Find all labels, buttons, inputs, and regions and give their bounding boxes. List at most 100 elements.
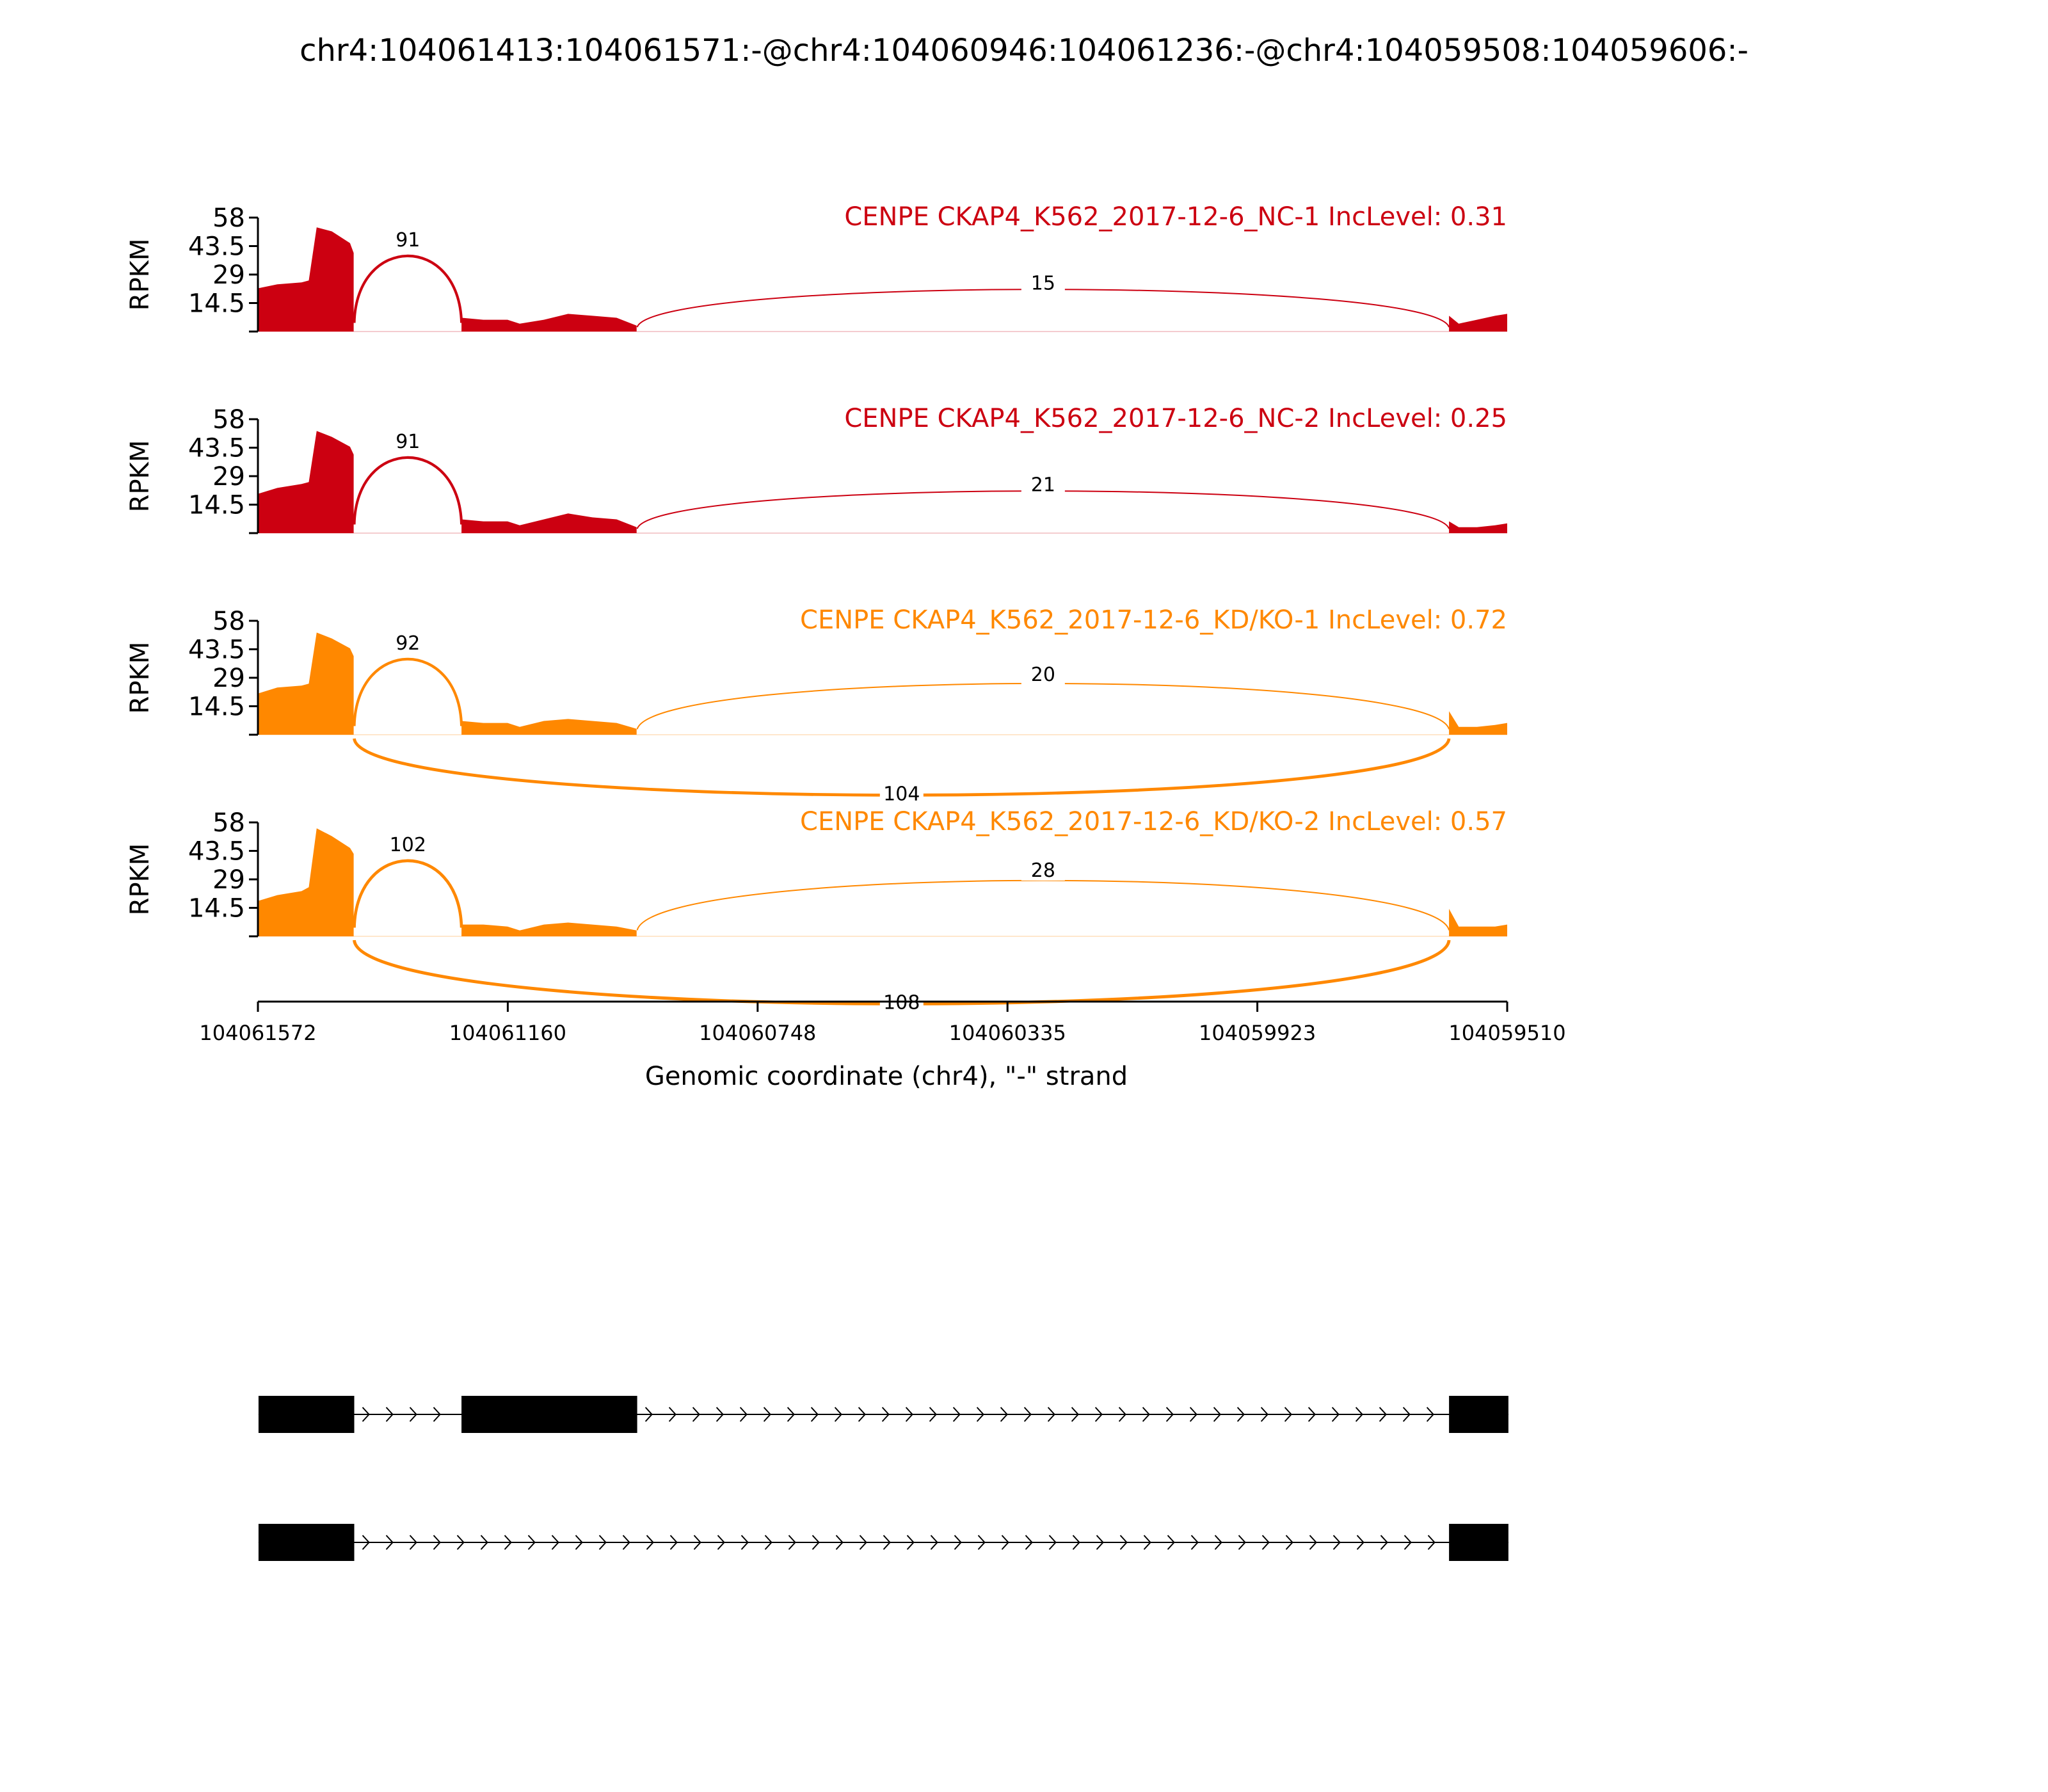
exon-block [461,1396,637,1433]
strand-chevron [668,1407,676,1422]
y-tick-label: 14.5 [188,894,245,924]
strand-chevron [881,1407,890,1422]
x-tick-label: 104059923 [1199,1021,1316,1045]
coverage-block-2 [461,314,637,332]
y-tick-label: 58 [212,808,245,838]
strand-chevron [1355,1407,1363,1422]
x-axis-label: Genomic coordinate (chr4), "-" strand [645,1062,1128,1091]
strand-chevron [646,1535,654,1550]
strand-chevron [1165,1407,1174,1422]
junction-arc [353,255,463,323]
strand-chevron [1402,1407,1411,1422]
strand-chevron [1025,1535,1033,1550]
strand-chevron [527,1535,536,1550]
coverage-block-1 [258,632,354,735]
x-tick-label: 104061572 [199,1021,316,1045]
junction-label-bg [879,781,924,804]
strand-chevron [1308,1407,1316,1422]
strand-chevron [1261,1535,1270,1550]
strand-chevron [716,1407,724,1422]
junction-arc [353,456,463,525]
exon-block [1449,1524,1508,1561]
coverage-block-1 [258,828,354,936]
junction-label-bg [386,227,430,250]
junction-label-bg [1021,662,1065,685]
strand-chevron [764,1535,772,1550]
strand-chevron [1236,1407,1245,1422]
strand-chevron [693,1535,701,1550]
x-tick-label: 104061160 [449,1021,566,1045]
sample-label: CENPE CKAP4_K562_2017-12-6_NC-2 IncLevel… [844,404,1507,433]
y-axis-label: RPKM [125,440,155,513]
junction-arc [636,682,1450,730]
coverage-block-3 [1449,909,1507,936]
strand-chevron [1404,1535,1412,1550]
strand-chevron [717,1535,725,1550]
strand-chevron [1214,1535,1222,1550]
junction-arc [353,859,463,928]
strand-chevron [504,1535,512,1550]
junction-arc [636,490,1450,529]
strand-chevron [551,1535,559,1550]
coverage-block-2 [461,513,637,533]
strand-chevron [1284,1407,1292,1422]
strand-chevron [1071,1407,1079,1422]
strand-chevron [930,1535,938,1550]
strand-chevron [644,1407,653,1422]
exon-block [1449,1396,1508,1433]
strand-chevron [858,1407,866,1422]
y-axis-label: RPKM [125,642,155,714]
strand-chevron [409,1535,417,1550]
strand-chevron [834,1407,842,1422]
strand-chevron [1213,1407,1221,1422]
junction-count-label: 21 [1031,474,1055,496]
strand-chevron [1001,1535,1009,1550]
x-tick-label: 104060748 [699,1021,816,1045]
junction-arc [636,879,1450,931]
strand-chevron [1356,1535,1364,1550]
strand-chevron [1309,1535,1317,1550]
junction-count-label: 20 [1031,664,1055,686]
junction-count-label: 28 [1031,860,1055,882]
junction-label-bg [386,831,430,855]
strand-chevron [1189,1407,1197,1422]
strand-chevron [812,1535,820,1550]
coverage-block-3 [1449,711,1507,735]
strand-chevron [362,1535,370,1550]
y-tick-label: 29 [212,260,245,290]
junction-count-label: 15 [1031,272,1055,294]
coverage-block-1 [258,431,354,533]
strand-chevron [575,1535,583,1550]
y-tick-label: 14.5 [188,491,245,520]
strand-chevron [1143,1535,1151,1550]
strand-chevron [433,1407,441,1422]
junction-count-label: 91 [396,229,420,252]
strand-chevron [1142,1407,1150,1422]
strand-chevron [929,1407,937,1422]
junction-label-bg [386,630,430,653]
strand-chevron [1119,1535,1128,1550]
strand-chevron [787,1407,795,1422]
gene-model-track [258,1396,1508,1561]
y-tick-label: 14.5 [188,289,245,319]
y-axis-label: RPKM [125,239,155,311]
strand-chevron [788,1535,796,1550]
strand-chevron [385,1535,394,1550]
strand-chevron [1238,1535,1246,1550]
x-tick-label: 104059510 [1448,1021,1565,1045]
junction-count-label: 92 [396,632,420,655]
coverage-block-3 [1449,521,1507,533]
y-tick-label: 43.5 [188,837,245,867]
strand-chevron [763,1407,771,1422]
exon-block [258,1396,355,1433]
strand-chevron [976,1407,984,1422]
junction-count-label: 102 [390,834,426,856]
y-tick-label: 58 [212,204,245,233]
sample-label: CENPE CKAP4_K562_2017-12-6_NC-1 IncLevel… [844,202,1507,232]
junction-arc [353,658,463,726]
